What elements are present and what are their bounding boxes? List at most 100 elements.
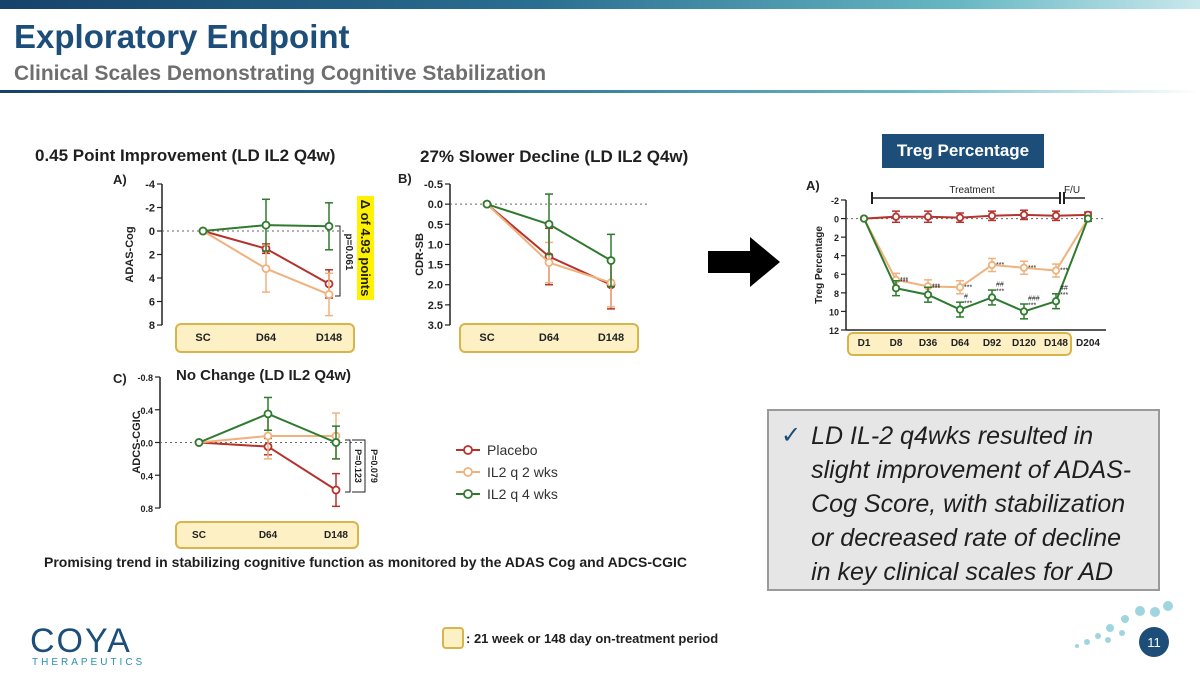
treg-significance-label: *** (1060, 292, 1068, 299)
treg-significance-label: *** (900, 277, 908, 284)
treg-followup-label: F/U (1064, 185, 1080, 196)
treg-data-point (1051, 297, 1061, 306)
adcs-cgic-data-point (331, 485, 341, 495)
treg-significance-label: *** (996, 289, 1004, 296)
legend-marker (463, 489, 473, 499)
company-logo: COYA THERAPEUTICS (30, 622, 145, 668)
adas-cog-data-point (261, 264, 271, 274)
treg-y-tick-label: 6 (834, 270, 839, 280)
adas-cog-y-tick-label: 0 (149, 226, 155, 238)
adcs-cgic-bracket-2 (352, 439, 366, 493)
treg-y-tick-label: 0 (834, 215, 839, 225)
treg-data-point (891, 284, 901, 293)
adcs-cgic-treatment-period-box (175, 521, 359, 549)
treg-data-point (923, 290, 933, 299)
treg-series-line (863, 213, 1089, 220)
conclusion-text: LD IL-2 q4wks resulted in slight improve… (811, 422, 1132, 586)
adcs-cgic-x-tick-label: SC (192, 530, 206, 541)
adas-cog-pvalue: p=0.061 (343, 234, 354, 271)
treg-x-tick-label: D36 (919, 338, 938, 349)
adas-cog-x-tick-label: D64 (256, 332, 277, 344)
adcs-cgic-y-tick-label: -0.4 (137, 406, 153, 416)
treg-x-tick-label: D8 (890, 338, 903, 349)
adcs-cgic-y-axis-label: ADCS-CGIC (131, 411, 143, 473)
treg-significance-label: *** (900, 279, 908, 286)
treatment-period-key-text: : 21 week or 148 day on-treatment period (466, 631, 719, 646)
treg-percentage-badge: Treg Percentage (882, 134, 1044, 168)
panel-a-heading: 0.45 Point Improvement (LD IL2 Q4w) (35, 146, 335, 165)
panel-b-heading: 27% Slower Decline (LD IL2 Q4w) (420, 147, 688, 166)
chart-legend: Placebo IL2 q 2 wks IL2 q 4 wks (456, 442, 558, 502)
treg-significance-label: *** (1060, 268, 1068, 275)
treg-data-point (923, 212, 933, 221)
treg-y-tick-label: -2 (831, 196, 839, 206)
treg-x-tick-label: D1 (858, 338, 871, 349)
adcs-cgic-pvalue-2: P=0.123 (353, 449, 363, 483)
treg-data-point (955, 305, 965, 314)
adcs-cgic-chart: -0.8 -0.4 0.0 0.4 0.8 SC D64 D148 ADCS-CGIC C) (113, 371, 365, 549)
cdr-sb-y-tick-label: 0.0 (428, 199, 443, 211)
adas-cog-y-tick-label: 8 (149, 320, 155, 332)
adas-cog-y-tick-label: -2 (145, 203, 155, 215)
treg-significance-label: ## (996, 282, 1004, 289)
treg-significance-label: *** (932, 286, 940, 293)
treg-treatment-period-box (847, 332, 1072, 356)
treg-significance-label: ## (1060, 285, 1068, 292)
treg-data-point (1019, 210, 1029, 219)
treg-data-point (955, 213, 965, 222)
treg-chart: -2 0 2 4 6 8 10 12 D1 D8 D36 D64 D92 D120 D148 D204 Treg… (806, 178, 1106, 356)
legend-marker (463, 467, 473, 477)
legend-label: Placebo (487, 442, 538, 458)
cdr-sb-x-tick-label: D64 (539, 332, 560, 344)
treatment-period-key-swatch (442, 627, 464, 649)
cdr-sb-y-tick-label: -0.5 (424, 179, 443, 191)
adcs-cgic-data-point (194, 438, 204, 447)
cdr-sb-data-point (606, 256, 616, 265)
legend-label: IL2 q 2 wks (487, 464, 558, 480)
treg-significance-label: # (964, 294, 968, 301)
treg-data-point (891, 212, 901, 221)
legend-label: IL2 q 4 wks (487, 486, 558, 502)
treg-y-tick-label: 2 (834, 233, 839, 243)
adas-cog-y-tick-label: 4 (149, 273, 156, 285)
adas-cog-data-point (324, 221, 334, 231)
adas-cog-x-tick-label: D148 (316, 332, 342, 344)
adcs-cgic-data-point (263, 431, 273, 441)
treg-significance-label: *** (964, 284, 972, 291)
treg-panel-label: A) (806, 178, 820, 193)
adas-cog-panel-label: A) (113, 172, 127, 187)
right-arrow-icon (708, 237, 780, 287)
treg-x-tick-label: D120 (1012, 338, 1036, 349)
adcs-cgic-x-tick-label: D64 (259, 530, 278, 541)
adcs-cgic-panel-label: C) (113, 371, 127, 386)
treg-data-point (987, 211, 997, 220)
cdr-sb-y-tick-label: 3.0 (428, 320, 443, 332)
treg-significance-label: *** (932, 283, 940, 290)
adas-cog-delta-label: Δ of 4.93 points (358, 200, 373, 297)
treg-significance-label: ### (1028, 295, 1040, 302)
title-underline (0, 90, 1200, 93)
adcs-cgic-y-tick-label: -0.8 (137, 373, 153, 383)
cdr-sb-data-point (544, 258, 554, 267)
cdr-sb-x-tick-label: D148 (598, 332, 624, 344)
checkmark-icon: ✓ (781, 422, 802, 449)
treg-treatment-label: Treatment (949, 185, 994, 196)
treg-x-tick-label: D92 (983, 338, 1002, 349)
treg-x-tick-label: D64 (951, 338, 970, 349)
top-accent-bar (0, 0, 1200, 9)
adcs-cgic-data-point (331, 438, 341, 447)
adas-cog-chart: -4 -2 0 2 4 6 8 SC D64 D148 ADAS-Cog A) (113, 172, 355, 353)
cdr-sb-y-axis-label: CDR-SB (414, 233, 426, 276)
logo-subtext: THERAPEUTICS (32, 657, 146, 668)
cdr-sb-data-point (544, 219, 554, 229)
treg-data-point (1051, 266, 1061, 275)
adcs-cgic-y-tick-label: 0.8 (140, 504, 153, 514)
treg-treatment-bar: Treatment F/U (871, 185, 1085, 204)
treg-y-tick-label: 8 (834, 289, 839, 299)
adas-cog-y-axis-label: ADAS-Cog (124, 226, 136, 282)
cdr-sb-panel-label: B) (398, 171, 412, 186)
treg-series-line (863, 218, 1089, 289)
adcs-cgic-y-tick-label: 0.4 (140, 471, 153, 481)
cdr-sb-data-point (482, 199, 492, 209)
